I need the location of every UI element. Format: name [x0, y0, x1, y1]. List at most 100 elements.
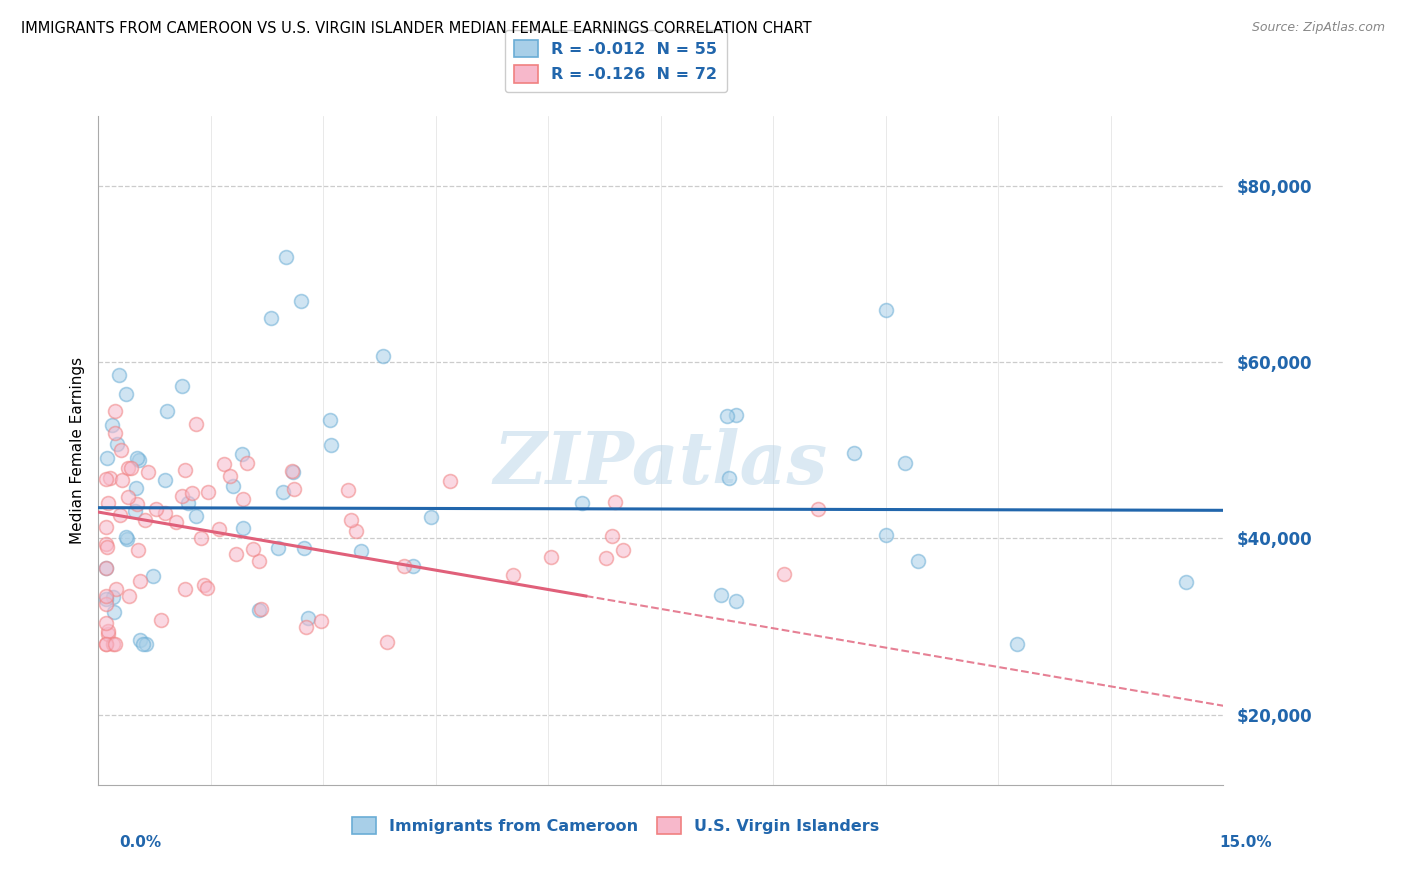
Text: 15.0%: 15.0%: [1220, 836, 1272, 850]
Point: [174, 582, 197, 596]
Point: [502, 568, 524, 582]
Point: [108, 508, 131, 522]
Point: [165, 515, 187, 529]
Point: [419, 510, 441, 524]
Point: [214, 457, 236, 471]
Point: [127, 543, 149, 558]
Point: [710, 588, 733, 602]
Point: [309, 615, 332, 629]
Point: [150, 613, 173, 627]
Point: [571, 496, 593, 510]
Point: [170, 379, 193, 393]
Point: [127, 450, 149, 465]
Point: [177, 496, 200, 510]
Point: [340, 513, 363, 527]
Point: [842, 445, 865, 459]
Point: [94, 590, 117, 604]
Point: [247, 603, 270, 617]
Point: [120, 461, 142, 475]
Point: [156, 403, 179, 417]
Point: [94, 561, 117, 575]
Point: [1005, 637, 1028, 651]
Point: [260, 311, 283, 326]
Point: [94, 537, 117, 551]
Point: [135, 637, 157, 651]
Point: [807, 502, 830, 516]
Point: [129, 632, 152, 647]
Point: [267, 541, 290, 556]
Point: [439, 474, 461, 488]
Point: [114, 387, 136, 401]
Point: [186, 417, 208, 431]
Point: [907, 554, 929, 568]
Point: [197, 484, 219, 499]
Point: [101, 418, 124, 433]
Point: [101, 590, 124, 604]
Point: [94, 519, 117, 533]
Point: [724, 409, 747, 423]
Point: [104, 637, 127, 651]
Point: [242, 542, 264, 557]
Point: [600, 529, 623, 543]
Point: [283, 465, 305, 479]
Point: [232, 521, 254, 535]
Point: [225, 548, 247, 562]
Y-axis label: Median Female Earnings: Median Female Earnings: [69, 357, 84, 544]
Point: [377, 635, 399, 649]
Point: [195, 581, 218, 595]
Point: [273, 484, 295, 499]
Point: [94, 615, 117, 630]
Point: [94, 561, 117, 575]
Point: [110, 443, 132, 458]
Point: [612, 543, 634, 558]
Legend: Immigrants from Cameroon, U.S. Virgin Islanders: Immigrants from Cameroon, U.S. Virgin Is…: [346, 810, 886, 840]
Point: [875, 302, 897, 317]
Point: [232, 492, 254, 507]
Point: [96, 540, 118, 554]
Point: [97, 627, 120, 641]
Point: [373, 349, 395, 363]
Point: [184, 508, 207, 523]
Point: [129, 574, 152, 589]
Point: [136, 465, 159, 479]
Point: [153, 506, 176, 520]
Point: [104, 582, 127, 596]
Point: [595, 551, 617, 566]
Point: [540, 549, 562, 564]
Point: [115, 532, 138, 546]
Point: [294, 620, 316, 634]
Point: [94, 637, 117, 651]
Point: [319, 412, 342, 426]
Point: [124, 504, 146, 518]
Point: [575, 791, 598, 805]
Point: [208, 523, 231, 537]
Point: [125, 481, 148, 495]
Point: [290, 293, 312, 308]
Point: [250, 601, 273, 615]
Point: [218, 469, 240, 483]
Point: [222, 478, 245, 492]
Point: [98, 471, 121, 485]
Point: [716, 409, 738, 424]
Text: ZIPatlas: ZIPatlas: [494, 428, 828, 500]
Point: [235, 456, 257, 470]
Point: [321, 437, 343, 451]
Point: [128, 452, 150, 467]
Point: [111, 473, 134, 487]
Point: [718, 471, 741, 485]
Point: [772, 566, 794, 581]
Point: [94, 592, 117, 607]
Text: IMMIGRANTS FROM CAMEROON VS U.S. VIRGIN ISLANDER MEDIAN FEMALE EARNINGS CORRELAT: IMMIGRANTS FROM CAMEROON VS U.S. VIRGIN …: [21, 21, 811, 36]
Point: [193, 577, 215, 591]
Point: [101, 637, 124, 651]
Point: [605, 495, 627, 509]
Point: [108, 368, 131, 383]
Text: Source: ZipAtlas.com: Source: ZipAtlas.com: [1251, 21, 1385, 34]
Point: [350, 544, 373, 558]
Point: [894, 456, 917, 470]
Text: 0.0%: 0.0%: [120, 836, 162, 850]
Point: [142, 568, 165, 582]
Point: [153, 473, 176, 487]
Point: [394, 558, 416, 573]
Point: [132, 637, 155, 651]
